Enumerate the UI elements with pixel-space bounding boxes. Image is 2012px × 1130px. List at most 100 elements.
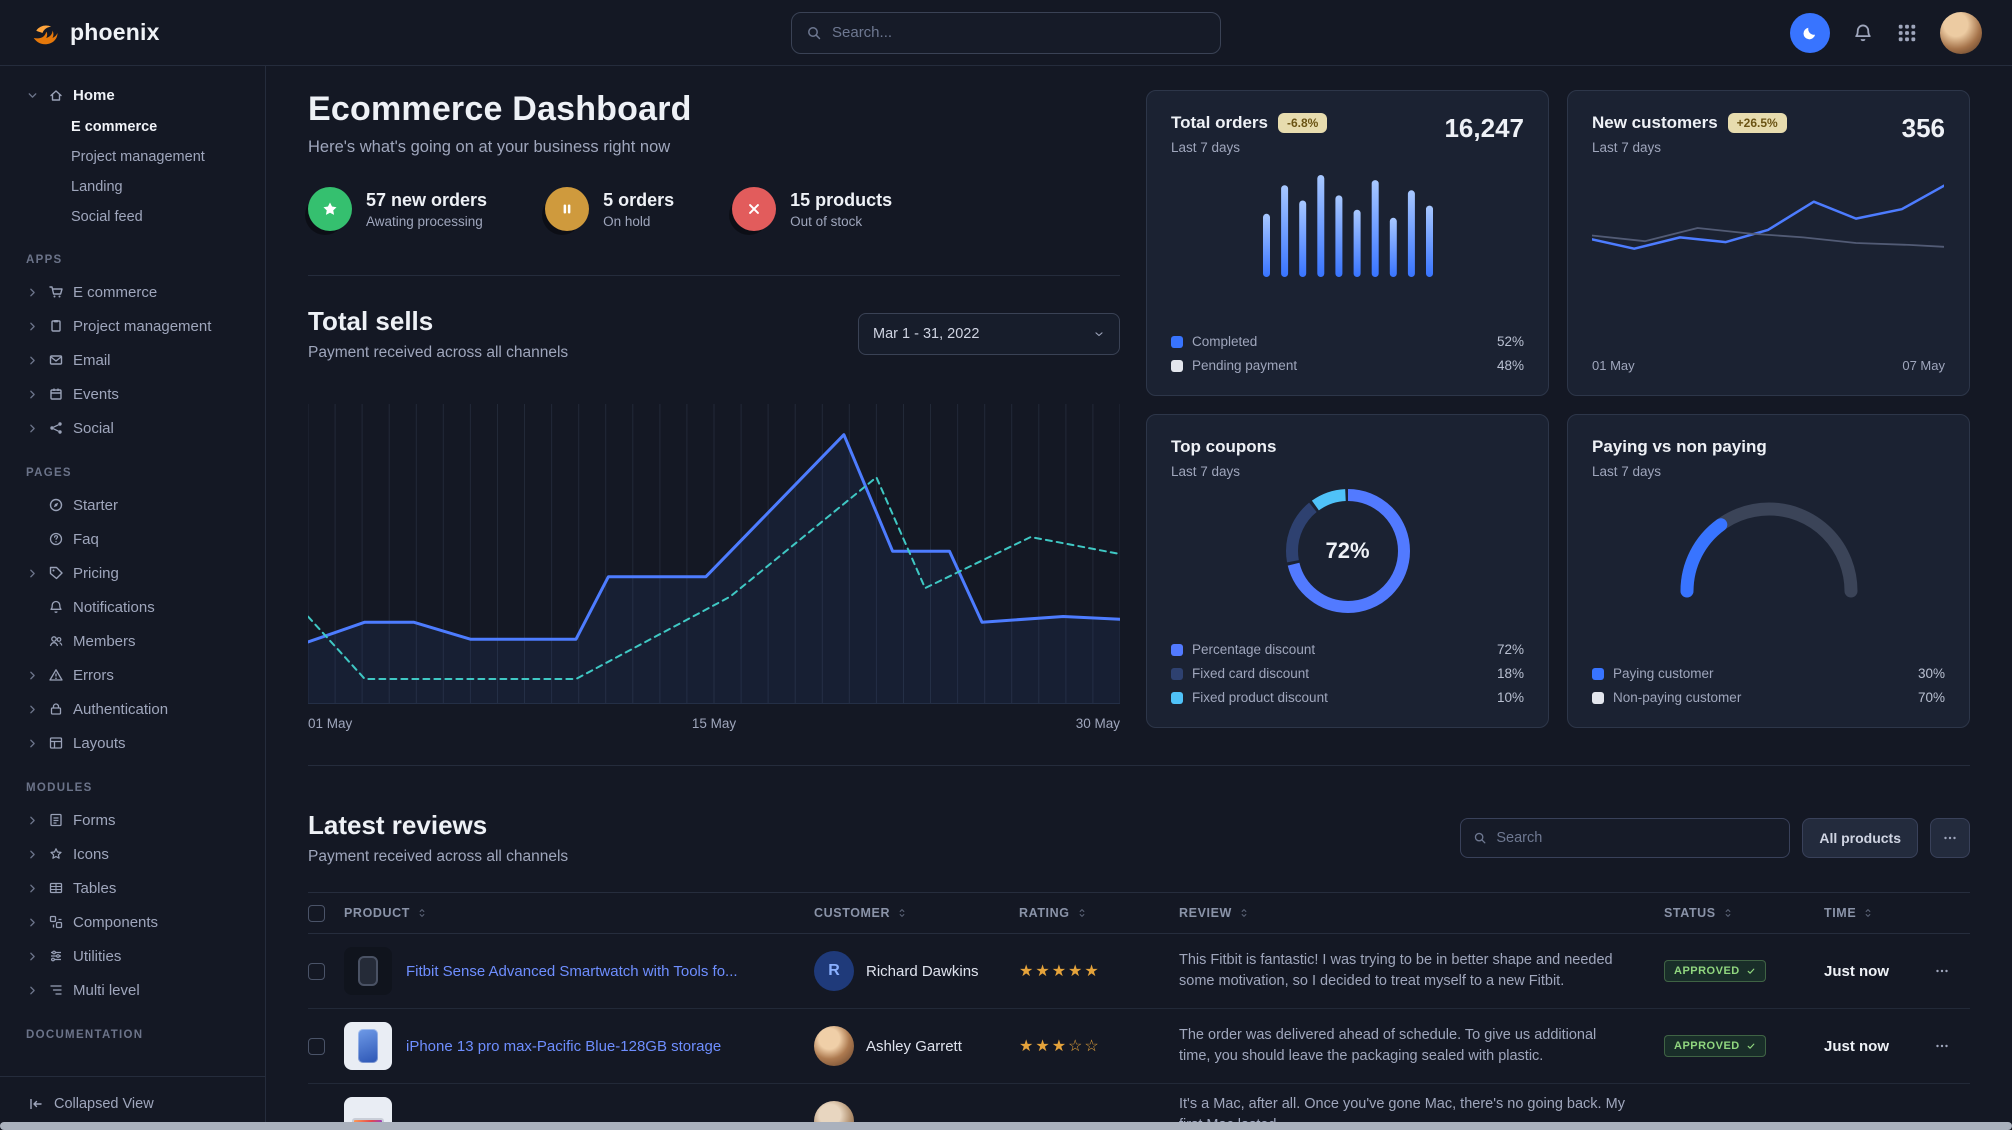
horizontal-scrollbar[interactable] xyxy=(0,1122,2012,1130)
stat-icon xyxy=(308,187,352,231)
column-header-time[interactable]: TIME xyxy=(1824,906,1934,920)
sidebar-item-icon xyxy=(48,284,64,300)
sidebar-item[interactable]: Events xyxy=(0,377,265,411)
sort-icon xyxy=(1862,907,1874,919)
sidebar-item[interactable]: Notifications xyxy=(0,590,265,624)
legend-swatch xyxy=(1171,359,1183,372)
new-customers-card: New customers +26.5% Last 7 days 356 01 … xyxy=(1567,90,1970,396)
new-customers-chart xyxy=(1592,184,1944,250)
row-checkbox[interactable] xyxy=(308,1037,325,1055)
column-header-review[interactable]: REVIEW xyxy=(1179,906,1664,920)
sidebar-item[interactable]: Forms xyxy=(0,803,265,837)
date-range-select[interactable]: Mar 1 - 31, 2022 xyxy=(858,313,1120,355)
caret-icon xyxy=(26,388,39,401)
sidebar-item[interactable]: Starter xyxy=(0,488,265,522)
reviews-subtitle: Payment received across all channels xyxy=(308,848,569,865)
phoenix-logo-icon xyxy=(30,18,60,48)
sidebar-item[interactable]: Tables xyxy=(0,871,265,905)
all-products-button[interactable]: All products xyxy=(1802,818,1918,858)
sidebar-home-children: E commerce Project management Landing So… xyxy=(0,112,265,232)
sidebar-item[interactable]: Components xyxy=(0,905,265,939)
sidebar-item[interactable]: Errors xyxy=(0,658,265,692)
star-icon: ★ xyxy=(1035,963,1052,980)
column-header-product[interactable]: PRODUCT xyxy=(344,906,814,920)
sidebar-item[interactable]: Email xyxy=(0,343,265,377)
sidebar-section-label: DOCUMENTATION xyxy=(26,1029,144,1041)
theme-toggle-button[interactable] xyxy=(1790,12,1830,53)
sidebar-subitem[interactable]: E commerce xyxy=(71,119,158,135)
column-header-rating[interactable]: RATING xyxy=(1019,906,1179,920)
star-icon: ★ xyxy=(1035,1038,1052,1055)
sidebar-item[interactable]: Faq xyxy=(0,522,265,556)
sidebar-item[interactable]: E commerce xyxy=(0,275,265,309)
caret-icon xyxy=(26,814,39,827)
star-icon: ★ xyxy=(1051,963,1069,980)
sidebar-subitem[interactable]: Landing xyxy=(71,179,123,195)
reviews-search-input[interactable] xyxy=(1496,830,1778,846)
product-link[interactable]: iPhone 13 pro max-Pacific Blue-128GB sto… xyxy=(406,1037,722,1055)
stat-icon xyxy=(732,187,777,231)
donut-center-label: 72% xyxy=(1325,538,1370,563)
sidebar-subitem[interactable]: Social feed xyxy=(71,209,143,225)
sidebar-item[interactable]: Utilities xyxy=(0,939,265,973)
table-row: Fitbit Sense Advanced Smartwatch with To… xyxy=(308,934,1970,1009)
check-icon xyxy=(1746,966,1756,976)
sidebar-item[interactable]: Layouts xyxy=(0,726,265,760)
chevron-down-icon xyxy=(1093,328,1105,340)
trend-badge: +26.5% xyxy=(1727,113,1787,133)
sidebar-item-icon xyxy=(48,914,64,930)
row-checkbox[interactable] xyxy=(308,962,325,980)
brand-link[interactable]: phoenix xyxy=(30,18,266,48)
reviews-more-button[interactable] xyxy=(1930,818,1970,858)
search-input[interactable] xyxy=(832,24,1206,41)
review-text: The order was delivered ahead of schedul… xyxy=(1179,1026,1597,1064)
apps-menu-button[interactable] xyxy=(1896,22,1918,44)
stat-icon xyxy=(545,187,590,231)
legend-swatch xyxy=(1171,335,1183,348)
sidebar-item[interactable]: Authentication xyxy=(0,692,265,726)
moon-icon xyxy=(1801,24,1819,42)
sidebar-item[interactable]: Members xyxy=(0,624,265,658)
sidebar-item[interactable]: Project management xyxy=(0,309,265,343)
sidebar-item[interactable]: Multi level xyxy=(0,973,265,1007)
customer-name: Richard Dawkins xyxy=(866,962,979,980)
user-avatar[interactable] xyxy=(1940,11,1982,54)
column-header-status[interactable]: STATUS xyxy=(1664,906,1824,920)
column-header-customer[interactable]: CUSTOMER xyxy=(814,906,1019,920)
stat-glyph-icon xyxy=(745,200,763,218)
sidebar-item[interactable]: Pricing xyxy=(0,556,265,590)
sidebar-item-icon xyxy=(48,599,64,615)
legend-item: Completed 52% xyxy=(1171,334,1524,349)
notifications-button[interactable] xyxy=(1852,22,1874,44)
check-icon xyxy=(1746,1041,1756,1051)
global-search[interactable] xyxy=(791,11,1221,54)
stat-glyph-icon xyxy=(558,200,576,218)
ellipsis-icon xyxy=(1942,830,1958,846)
sort-icon xyxy=(1722,907,1734,919)
legend-swatch xyxy=(1171,667,1183,680)
table-header: PRODUCT CUSTOMER RATING REVIEW STATUS xyxy=(308,892,1970,934)
reviews-search[interactable] xyxy=(1460,818,1791,858)
sidebar-item[interactable]: Social xyxy=(0,411,265,445)
select-all-checkbox[interactable] xyxy=(308,904,325,922)
customer-name: Ashley Garrett xyxy=(866,1037,962,1055)
total-sells-chart xyxy=(308,404,1120,704)
sidebar-item[interactable]: Icons xyxy=(0,837,265,871)
reviews-table: PRODUCT CUSTOMER RATING REVIEW STATUS xyxy=(308,892,1970,1130)
caret-down-icon xyxy=(26,89,39,102)
row-actions-button[interactable] xyxy=(1934,963,1970,979)
sidebar-item-icon xyxy=(48,386,64,402)
sidebar-section-label: APPS xyxy=(26,254,63,266)
sidebar-subitem[interactable]: Project management xyxy=(71,149,205,165)
product-link[interactable]: Fitbit Sense Advanced Smartwatch with To… xyxy=(406,962,738,980)
product-thumbnail xyxy=(344,947,392,995)
top-coupons-card: Top coupons Last 7 days 72% Percentage d… xyxy=(1146,414,1549,728)
brand-name: phoenix xyxy=(70,19,160,45)
caret-icon xyxy=(26,916,39,929)
collapse-sidebar-button[interactable]: Collapsed View xyxy=(0,1076,265,1130)
sidebar-item-home[interactable]: Home xyxy=(0,78,265,112)
rating-stars: ★★★★★ xyxy=(1019,961,1179,981)
caret-icon xyxy=(26,320,39,333)
row-actions-button[interactable] xyxy=(1934,1038,1970,1054)
sort-icon xyxy=(896,907,908,919)
